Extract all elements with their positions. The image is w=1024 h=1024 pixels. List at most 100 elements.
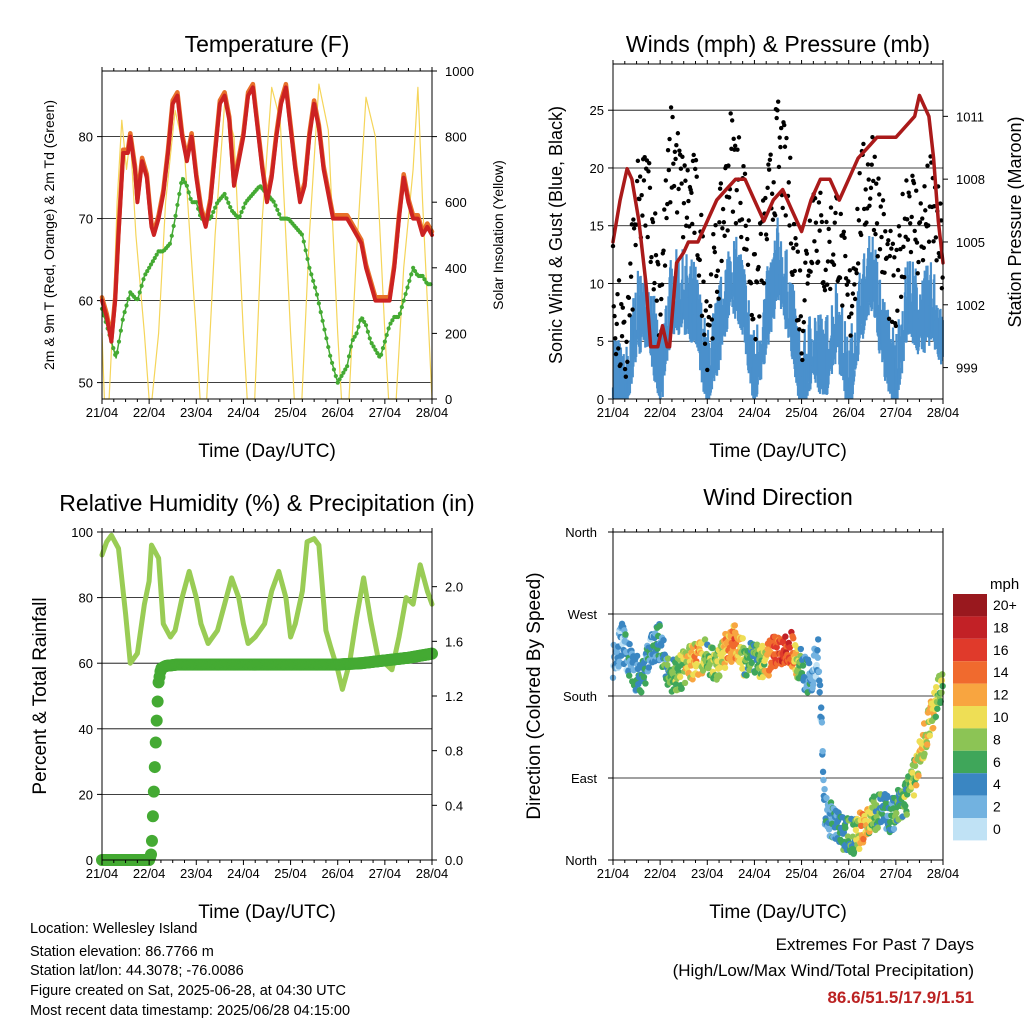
extremes-values: 86.6/51.5/17.9/1.51 [827, 988, 974, 1007]
gust-point [640, 213, 645, 218]
direction-point [790, 635, 797, 642]
dewpoint-point [405, 285, 410, 290]
gust-point [795, 249, 800, 254]
gust-point [877, 192, 882, 197]
dewpoint-point [150, 259, 156, 264]
dewpoint-point [331, 367, 337, 372]
gust-point [921, 245, 926, 251]
gust-point [799, 351, 804, 356]
gust-point [764, 236, 770, 242]
gust-point [796, 317, 801, 323]
dewpoint-point [154, 252, 159, 257]
gust-point [916, 259, 921, 265]
colorbar-swatch [953, 750, 987, 774]
colorbar-label: 4 [993, 776, 1001, 792]
dewpoint-point [118, 328, 123, 333]
winds-plot-area: 0 5 10 15 20 25 999 1002 1005 1008 1011 21/04 22/04 2… [590, 60, 985, 420]
dewpoint-point [397, 311, 403, 316]
direction-point [860, 835, 867, 843]
direction-point [870, 793, 878, 800]
direction-point [842, 824, 849, 832]
direction-point [913, 781, 920, 789]
x-tick-label: 23/04 [180, 866, 213, 881]
gust-point [909, 214, 914, 220]
gust-point [709, 317, 715, 322]
gust-point [844, 282, 850, 287]
gust-point [738, 200, 743, 206]
y2-tick-label: 0.0 [445, 853, 463, 868]
gust-point [936, 251, 942, 256]
gust-point [828, 286, 833, 292]
colorbar-swatch [953, 661, 987, 684]
gust-point [855, 206, 860, 212]
gust-point [852, 282, 857, 287]
dewpoint-point [384, 332, 389, 338]
gust-point [788, 155, 793, 160]
direction-point [656, 622, 663, 630]
gust-point [858, 232, 864, 238]
gust-point [641, 178, 647, 183]
gust-point [676, 186, 681, 192]
dewpoint-point [143, 272, 148, 277]
gust-point [717, 186, 723, 191]
x-tick-label: 25/04 [274, 866, 307, 881]
gust-point [868, 185, 874, 191]
direction-point [759, 673, 766, 681]
direction-point [626, 640, 633, 648]
direction-point [748, 659, 755, 667]
dewpoint-point [363, 323, 369, 328]
gust-point [780, 205, 785, 211]
direction-point [844, 833, 852, 840]
gust-point [682, 163, 687, 168]
gust-point [920, 216, 925, 221]
gust-point [889, 246, 894, 251]
gust-point [871, 227, 877, 233]
dewpoint-point [420, 273, 425, 279]
gust-point [671, 161, 676, 166]
temperature-panel: Temperature (F) 506070800200400600800100… [41, 31, 506, 462]
direction-point [857, 822, 865, 830]
gust-point [680, 154, 685, 159]
x-tick-label: 28/04 [927, 866, 960, 881]
colorbar-label: 6 [993, 754, 1001, 770]
gust-point [856, 218, 862, 223]
dewpoint-point [239, 209, 244, 215]
dewpoint-point [314, 292, 320, 297]
gust-point [938, 201, 943, 206]
dewpoint-point [228, 205, 233, 210]
gust-point [813, 220, 819, 225]
gust-point [866, 177, 871, 182]
gust-point [828, 205, 834, 210]
gust-point [771, 180, 776, 185]
gust-point [888, 228, 893, 234]
direction-xlabel: Time (Day/UTC) [709, 902, 847, 923]
gust-point [803, 260, 808, 265]
extremes-title: Extremes For Past 7 Days [775, 935, 974, 954]
gust-point [647, 185, 653, 190]
direction-point [915, 772, 922, 779]
y2-tick-label: 1008 [956, 172, 985, 187]
gust-point [734, 187, 739, 193]
gust-point [817, 228, 822, 233]
x-tick-label: 27/04 [880, 405, 913, 420]
gust-point [749, 312, 754, 318]
gust-point [892, 255, 897, 260]
direction-point [731, 622, 739, 629]
dewpoint-point [354, 331, 359, 336]
x-tick-label: 27/04 [880, 866, 913, 881]
gust-point [718, 181, 724, 186]
dewpoint-point [148, 262, 154, 267]
dewpoint-point [180, 177, 186, 182]
direction-point [709, 644, 716, 652]
gust-point [804, 251, 810, 256]
gust-point [798, 314, 804, 319]
gust-point [870, 135, 875, 140]
humidity-ylabel: Percent & Total Rainfall [30, 597, 51, 794]
gust-point [686, 224, 692, 229]
colorbar-label: 12 [993, 687, 1009, 703]
x-tick-label: 26/04 [832, 866, 865, 881]
gust-point [712, 249, 718, 255]
humidity-xlabel: Time (Day/UTC) [198, 902, 336, 923]
gust-point [699, 212, 704, 218]
direction-point [816, 681, 824, 689]
